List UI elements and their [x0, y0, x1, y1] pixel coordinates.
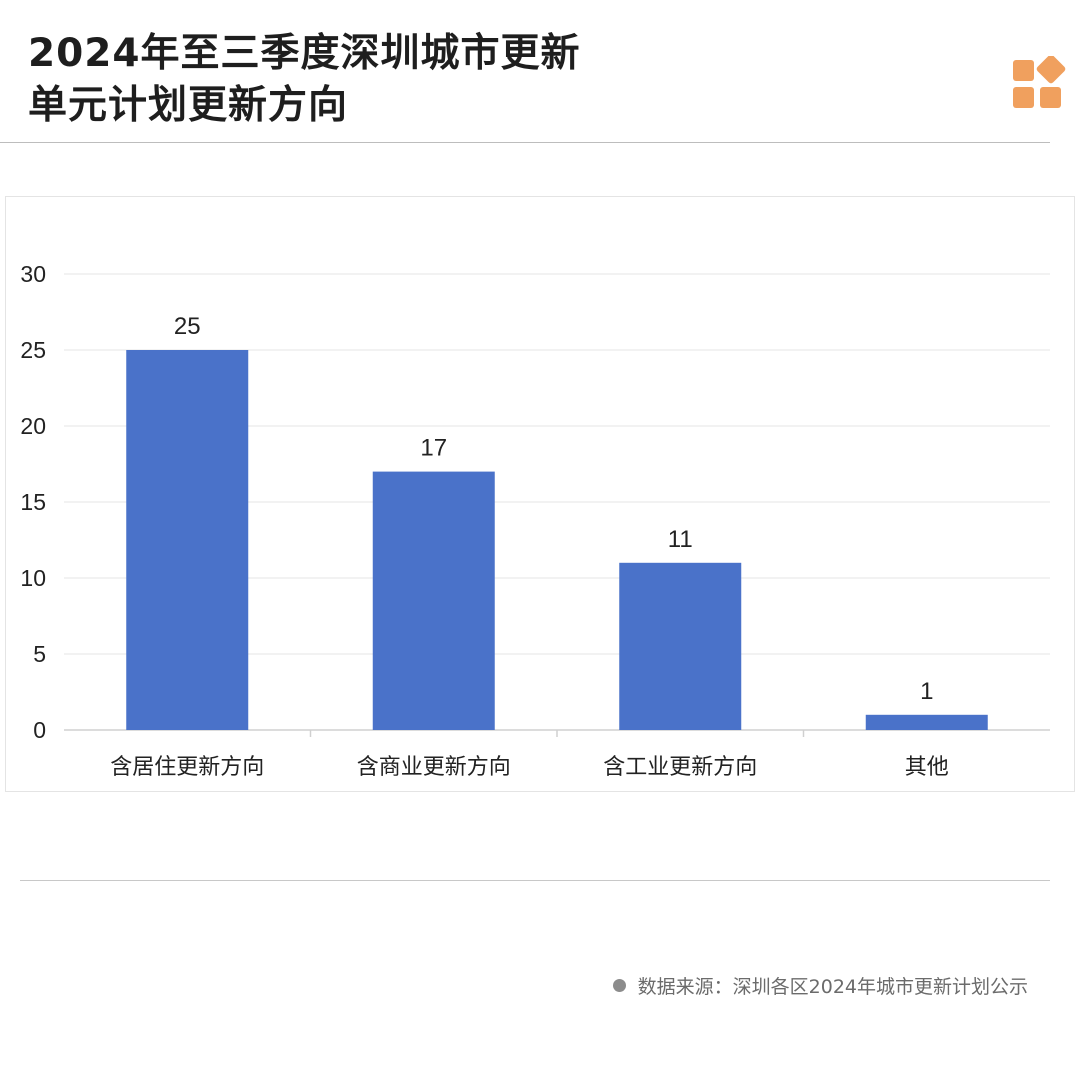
bullet-dot-icon: [612, 979, 626, 992]
source-note: 数据来源：深圳各区2024年城市更新计划公示: [612, 972, 1028, 999]
data-label: 17: [420, 435, 447, 462]
y-tick-label: 30: [20, 261, 46, 287]
y-tick-label: 20: [20, 413, 46, 439]
x-tick-label: 其他: [905, 755, 949, 780]
page-title-line1: 2024年至三季度深圳城市更新: [28, 31, 581, 76]
y-tick-label: 15: [20, 489, 46, 515]
chart-frame: [5, 196, 1075, 792]
bar: [619, 562, 742, 730]
data-label: 11: [668, 526, 693, 553]
bar: [372, 471, 495, 730]
bar: [865, 714, 988, 730]
brand-squares-icon: [1013, 56, 1066, 108]
x-tick-label: 含商业更新方向: [357, 755, 511, 780]
page-title-line2: 单元计划更新方向: [28, 83, 349, 128]
data-label: 25: [174, 313, 201, 340]
source-text: 数据来源：深圳各区2024年城市更新计划公示: [637, 976, 1028, 998]
data-label: 1: [920, 678, 933, 705]
y-tick-label: 0: [33, 717, 46, 743]
y-tick-label: 25: [20, 337, 46, 363]
y-tick-label: 5: [33, 641, 46, 667]
bar: [126, 350, 249, 730]
x-tick-label: 含居住更新方向: [110, 755, 264, 780]
x-tick-label: 含工业更新方向: [603, 755, 757, 780]
footer-divider: [20, 880, 1050, 881]
title-divider: [0, 142, 1050, 143]
page-title: 2024年至三季度深圳城市更新 单元计划更新方向: [28, 28, 748, 132]
y-tick-label: 10: [20, 565, 46, 591]
